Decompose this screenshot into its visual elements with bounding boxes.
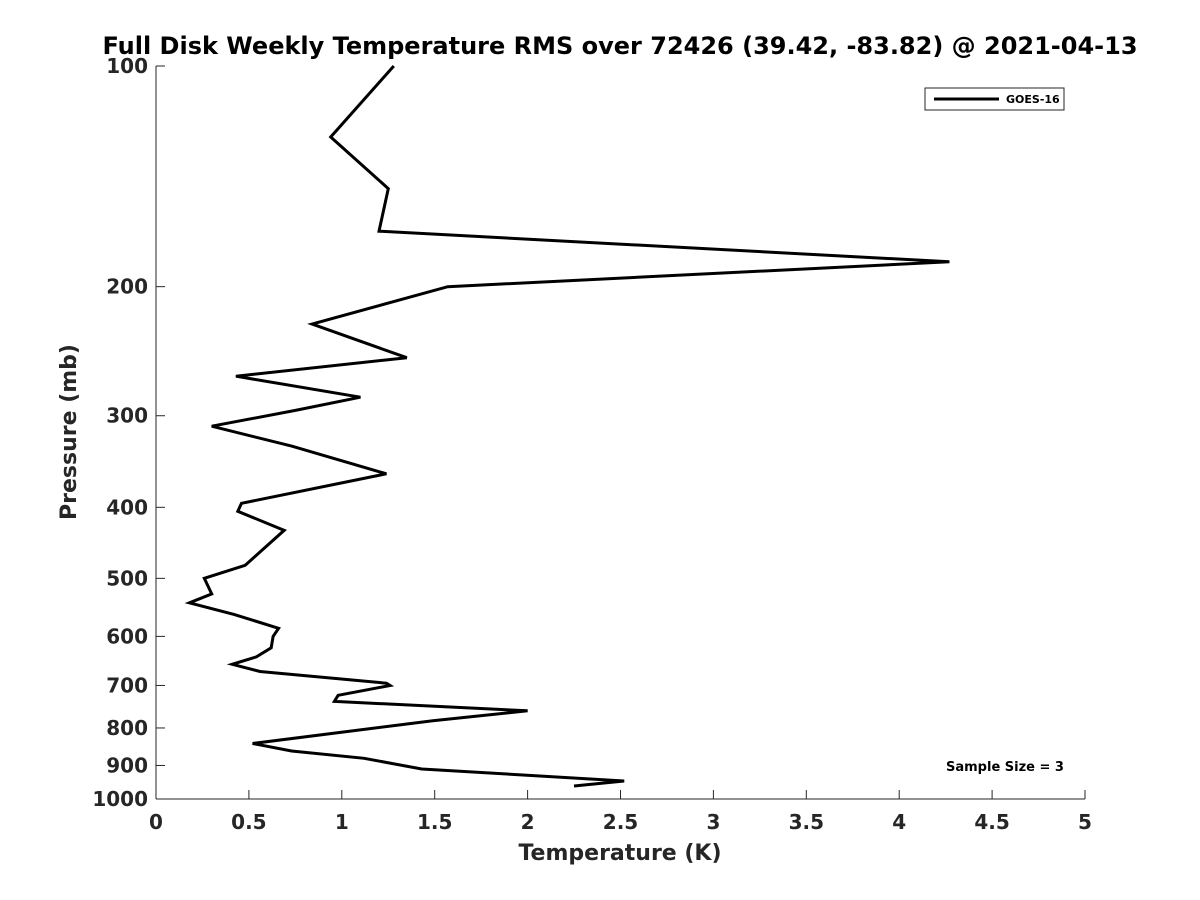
y-tick-label: 400: [106, 495, 148, 519]
y-tick-label: 800: [106, 716, 148, 740]
y-tick-label: 200: [106, 275, 148, 299]
x-tick-label: 0: [149, 810, 163, 834]
y-ticks: 100 200 300 400 500 600 700 800 900 1000: [92, 54, 165, 811]
sample-size-annotation: Sample Size = 3: [946, 760, 1064, 775]
y-tick-label: 600: [106, 624, 148, 648]
series-line-goes-16: [184, 65, 950, 788]
legend: GOES-16: [924, 87, 1065, 111]
x-tick-label: 5: [1078, 810, 1092, 834]
y-tick-label: 900: [106, 753, 148, 777]
x-tick-label: 2: [521, 810, 535, 834]
x-tick-label: 1.5: [417, 810, 452, 834]
x-tick-label: 1: [335, 810, 349, 834]
y-tick-label: 500: [106, 566, 148, 590]
x-tick-label: 4.5: [974, 810, 1009, 834]
y-axis-label: Pressure (mb): [57, 344, 82, 520]
x-tick-label: 0.5: [231, 810, 266, 834]
y-tick-label: 300: [106, 404, 148, 428]
x-tick-label: 2.5: [603, 810, 638, 834]
x-tick-label: 3.5: [789, 810, 824, 834]
x-axis-label: Temperature (K): [518, 841, 721, 866]
legend-entry-goes-16: GOES-16: [1006, 93, 1060, 106]
x-ticks: 0 0.5 1 1.5 2 2.5 3 3.5 4 4.5 5: [149, 790, 1092, 834]
x-tick-label: 3: [706, 810, 720, 834]
y-tick-label: 1000: [92, 787, 148, 811]
y-tick-label: 700: [106, 673, 148, 697]
chart-title: Full Disk Weekly Temperature RMS over 72…: [102, 32, 1137, 60]
y-tick-label: 100: [106, 54, 148, 78]
x-tick-label: 4: [892, 810, 906, 834]
